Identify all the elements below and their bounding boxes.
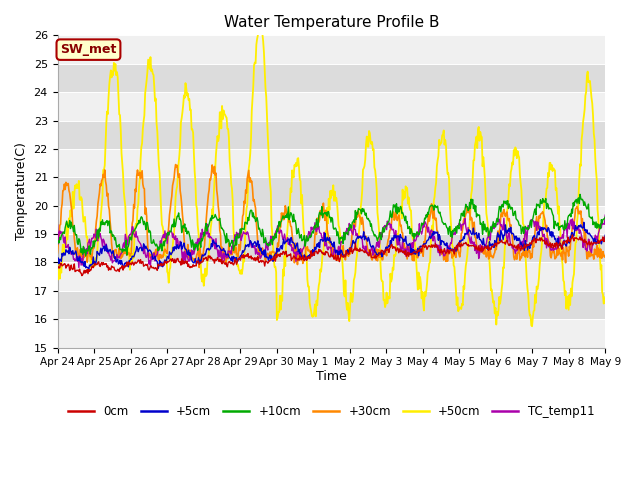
Y-axis label: Temperature(C): Temperature(C) [15, 143, 28, 240]
Bar [58, 263, 605, 291]
Text: SW_met: SW_met [60, 43, 116, 56]
Bar [58, 149, 605, 177]
X-axis label: Time: Time [316, 370, 347, 383]
Legend: 0cm, +5cm, +10cm, +30cm, +50cm, TC_temp11: 0cm, +5cm, +10cm, +30cm, +50cm, TC_temp1… [63, 400, 599, 423]
Bar [58, 234, 605, 263]
Bar [58, 205, 605, 234]
Bar [58, 120, 605, 149]
Bar [58, 291, 605, 319]
Title: Water Temperature Profile B: Water Temperature Profile B [223, 15, 439, 30]
Bar [58, 36, 605, 64]
Bar [58, 64, 605, 92]
Bar [58, 177, 605, 205]
Bar [58, 92, 605, 120]
Bar [58, 319, 605, 348]
